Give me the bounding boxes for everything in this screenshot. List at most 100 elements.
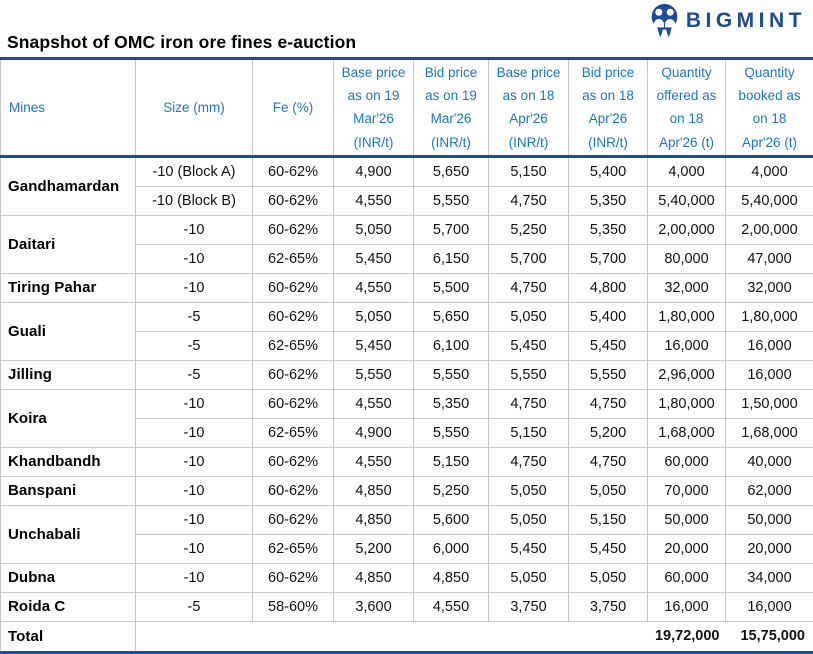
table-cell: 5,150 [414, 447, 489, 476]
table-cell: 60,000 [648, 563, 726, 592]
table-cell: 5,550 [414, 418, 489, 447]
table-cell: 1,80,000 [726, 302, 813, 331]
mine-name-cell: Roida C [1, 592, 136, 621]
table-cell: 4,800 [569, 273, 648, 302]
table-cell: 5,550 [334, 360, 414, 389]
table-cell: 20,000 [726, 534, 813, 563]
table-cell: 32,000 [648, 273, 726, 302]
table-cell: 6,000 [414, 534, 489, 563]
table-cell: 4,900 [334, 156, 414, 186]
top-bar: Snapshot of OMC iron ore fines e-auction… [0, 0, 813, 57]
table-cell: 4,000 [726, 156, 813, 186]
table-cell: 60-62% [253, 389, 334, 418]
table-cell: 5,350 [569, 186, 648, 215]
table-cell: 5,150 [569, 505, 648, 534]
table-cell: 4,550 [334, 273, 414, 302]
total-quantity-offered-cell: 19,72,000 [648, 621, 726, 652]
table-cell: 5,550 [414, 360, 489, 389]
table-cell: -10 [136, 273, 253, 302]
table-cell: 5,150 [489, 156, 569, 186]
table-cell: 5,350 [569, 215, 648, 244]
table-cell: 5,40,000 [726, 186, 813, 215]
table-cell: 5,200 [334, 534, 414, 563]
table-cell: 16,000 [726, 592, 813, 621]
table-cell: -10 [136, 476, 253, 505]
table-cell: 4,750 [489, 186, 569, 215]
table-cell: 16,000 [648, 331, 726, 360]
table-cell: -10 [136, 505, 253, 534]
table-cell: 5,200 [569, 418, 648, 447]
col-header-2: Fe (%) [253, 59, 334, 157]
table-cell: -10 [136, 244, 253, 273]
table-cell: 5,700 [489, 244, 569, 273]
table-cell: 5,650 [414, 302, 489, 331]
table-cell: 1,50,000 [726, 389, 813, 418]
table-cell: 5,050 [489, 476, 569, 505]
table-cell: 4,000 [648, 156, 726, 186]
table-cell: -10 (Block B) [136, 186, 253, 215]
table-cell: 1,80,000 [648, 389, 726, 418]
table-cell: -5 [136, 331, 253, 360]
table-cell: 20,000 [648, 534, 726, 563]
col-header-4: Bid price as on 19 Mar'26 (INR/t) [414, 59, 489, 157]
table-cell: 6,100 [414, 331, 489, 360]
table-cell: 5,600 [414, 505, 489, 534]
table-cell: 4,750 [489, 273, 569, 302]
table-cell: 4,750 [569, 389, 648, 418]
table-cell: 2,00,000 [648, 215, 726, 244]
table-cell: -10 [136, 563, 253, 592]
mine-name-cell: Gandhamardan [1, 156, 136, 215]
table-cell: 4,550 [334, 447, 414, 476]
total-quantity-booked-cell: 15,75,000 [726, 621, 813, 652]
table-cell: 1,68,000 [726, 418, 813, 447]
table-cell: 4,550 [334, 389, 414, 418]
table-cell: 4,750 [489, 389, 569, 418]
table-cell: 50,000 [648, 505, 726, 534]
table-cell: 5,450 [334, 331, 414, 360]
table-cell: 3,600 [334, 592, 414, 621]
bigmint-logo: BIGMINT [649, 3, 806, 39]
table-cell: 40,000 [726, 447, 813, 476]
table-cell: 4,750 [569, 447, 648, 476]
table-cell: -10 [136, 389, 253, 418]
table-cell: 4,850 [334, 563, 414, 592]
table-cell: 60-62% [253, 505, 334, 534]
table-cell: 5,050 [489, 505, 569, 534]
table-cell: 5,050 [489, 302, 569, 331]
table-cell: 60-62% [253, 156, 334, 186]
table-cell: 5,450 [334, 244, 414, 273]
table-cell: 60-62% [253, 476, 334, 505]
table-cell: 5,700 [569, 244, 648, 273]
table-cell: 80,000 [648, 244, 726, 273]
table-cell: 34,000 [726, 563, 813, 592]
table-cell: 62-65% [253, 331, 334, 360]
mine-name-cell: Dubna [1, 563, 136, 592]
table-cell: 5,450 [489, 534, 569, 563]
page-title: Snapshot of OMC iron ore fines e-auction [7, 32, 356, 53]
table-cell: 60,000 [648, 447, 726, 476]
total-spacer-cell [136, 621, 648, 652]
table-cell: 5,050 [569, 563, 648, 592]
table-cell: 16,000 [726, 360, 813, 389]
table-cell: 5,400 [569, 156, 648, 186]
table-cell: 3,750 [489, 592, 569, 621]
col-header-8: Quantity booked as on 18 Apr'26 (t) [726, 59, 813, 157]
mine-name-cell: Tiring Pahar [1, 273, 136, 302]
table-cell: 4,850 [334, 476, 414, 505]
table-cell: -10 [136, 215, 253, 244]
col-header-7: Quantity offered as on 18 Apr'26 (t) [648, 59, 726, 157]
table-cell: 5,650 [414, 156, 489, 186]
table-cell: 47,000 [726, 244, 813, 273]
table-cell: -5 [136, 360, 253, 389]
table-cell: 5,050 [489, 563, 569, 592]
col-header-5: Base price as on 18 Apr'26 (INR/t) [489, 59, 569, 157]
table-cell: 6,150 [414, 244, 489, 273]
table-cell: 60-62% [253, 215, 334, 244]
